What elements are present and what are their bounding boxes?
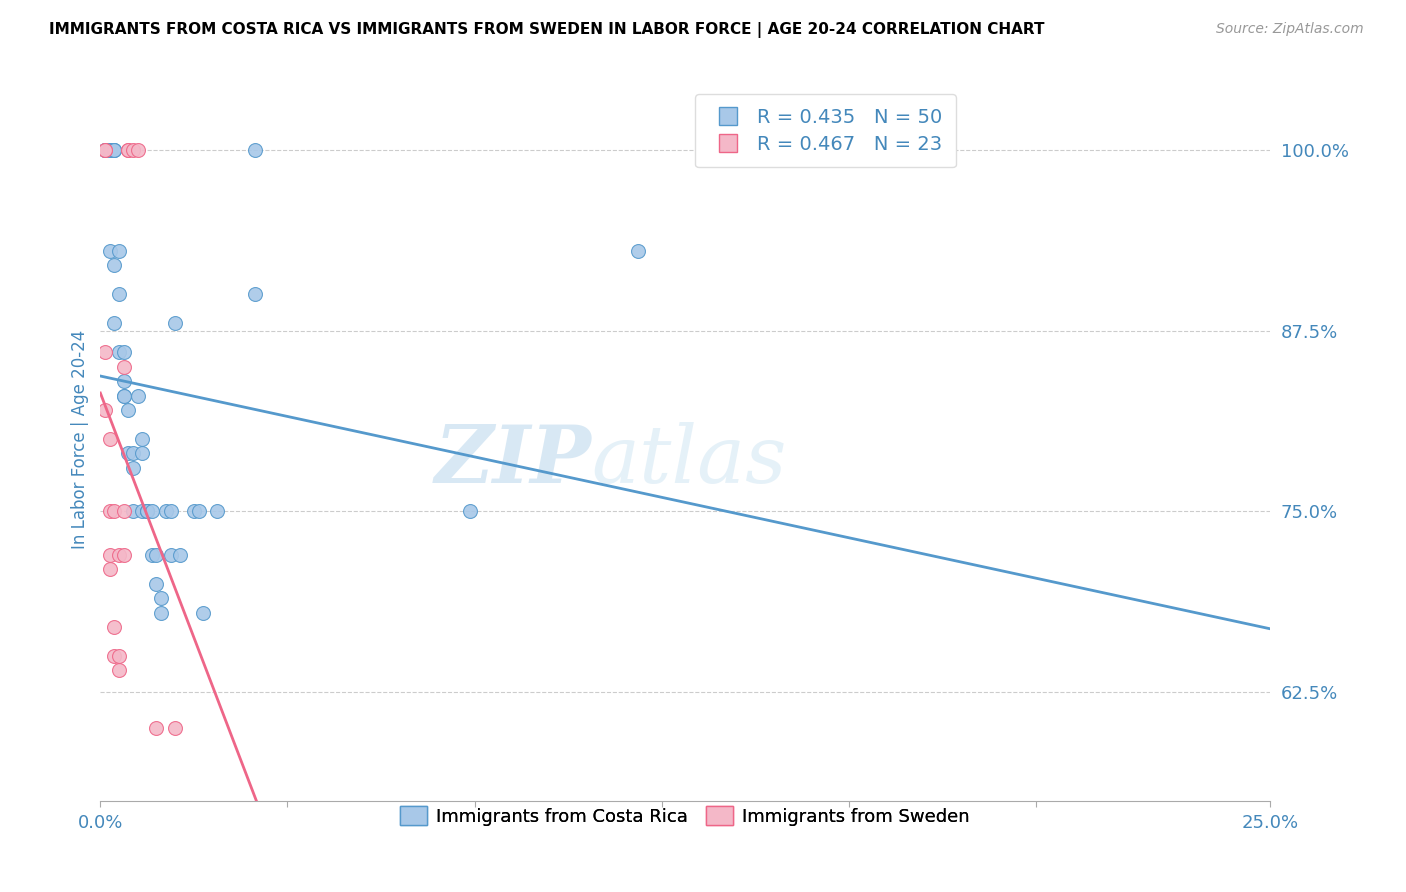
Point xyxy=(207,504,229,518)
Point xyxy=(127,143,149,157)
Point xyxy=(98,432,121,446)
Point xyxy=(131,432,153,446)
Point xyxy=(98,143,121,157)
Point xyxy=(136,504,159,518)
Point xyxy=(108,287,131,301)
Point xyxy=(131,504,153,518)
Y-axis label: In Labor Force | Age 20-24: In Labor Force | Age 20-24 xyxy=(72,329,89,549)
Point xyxy=(165,721,187,735)
Point xyxy=(122,143,145,157)
Point xyxy=(94,143,117,157)
Point xyxy=(94,143,117,157)
Point xyxy=(141,504,163,518)
Point xyxy=(108,244,131,258)
Point xyxy=(112,504,135,518)
Point xyxy=(112,388,135,402)
Point xyxy=(159,504,181,518)
Point xyxy=(117,143,139,157)
Point xyxy=(108,548,131,562)
Point xyxy=(112,548,135,562)
Point xyxy=(122,504,145,518)
Point xyxy=(94,143,117,157)
Point xyxy=(145,721,167,735)
Point xyxy=(136,504,159,518)
Point xyxy=(117,143,139,157)
Point xyxy=(136,504,159,518)
Point xyxy=(117,403,139,417)
Point xyxy=(145,576,167,591)
Point xyxy=(112,374,135,388)
Legend: Immigrants from Costa Rica, Immigrants from Sweden: Immigrants from Costa Rica, Immigrants f… xyxy=(391,797,979,835)
Point xyxy=(94,143,117,157)
Point xyxy=(193,606,215,620)
Point xyxy=(150,591,173,605)
Point xyxy=(103,143,125,157)
Point xyxy=(122,461,145,475)
Point xyxy=(165,316,187,330)
Point xyxy=(150,606,173,620)
Point xyxy=(98,548,121,562)
Point xyxy=(108,648,131,663)
Point xyxy=(103,259,125,273)
Point xyxy=(155,504,177,518)
Point xyxy=(243,287,266,301)
Point xyxy=(145,548,167,562)
Point xyxy=(117,446,139,460)
Point xyxy=(98,143,121,157)
Point xyxy=(112,359,135,374)
Point xyxy=(122,446,145,460)
Point xyxy=(94,345,117,359)
Point xyxy=(627,244,650,258)
Point xyxy=(169,548,191,562)
Text: Source: ZipAtlas.com: Source: ZipAtlas.com xyxy=(1216,22,1364,37)
Point xyxy=(94,143,117,157)
Point xyxy=(108,345,131,359)
Text: ZIP: ZIP xyxy=(434,422,592,500)
Point xyxy=(103,620,125,634)
Point xyxy=(458,504,481,518)
Point xyxy=(243,143,266,157)
Point xyxy=(159,548,181,562)
Point xyxy=(183,504,205,518)
Point xyxy=(187,504,209,518)
Point xyxy=(98,504,121,518)
Point xyxy=(131,446,153,460)
Point xyxy=(112,345,135,359)
Text: IMMIGRANTS FROM COSTA RICA VS IMMIGRANTS FROM SWEDEN IN LABOR FORCE | AGE 20-24 : IMMIGRANTS FROM COSTA RICA VS IMMIGRANTS… xyxy=(49,22,1045,38)
Point xyxy=(98,244,121,258)
Point xyxy=(112,388,135,402)
Point xyxy=(103,143,125,157)
Point xyxy=(103,504,125,518)
Point xyxy=(141,548,163,562)
Point xyxy=(103,316,125,330)
Point xyxy=(103,648,125,663)
Point xyxy=(127,388,149,402)
Point xyxy=(98,143,121,157)
Point xyxy=(103,143,125,157)
Point xyxy=(98,562,121,576)
Point xyxy=(94,403,117,417)
Text: atlas: atlas xyxy=(592,422,787,500)
Point xyxy=(108,664,131,678)
